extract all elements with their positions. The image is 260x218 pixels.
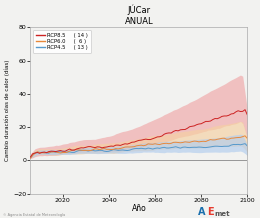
Text: E: E <box>207 207 213 217</box>
Text: A: A <box>198 207 205 217</box>
Title: JÚCar
ANUAL: JÚCar ANUAL <box>125 5 153 26</box>
Y-axis label: Cambio duración olas de calor (días): Cambio duración olas de calor (días) <box>5 60 10 161</box>
X-axis label: Año: Año <box>132 204 146 213</box>
Text: met: met <box>214 211 230 217</box>
Text: © Agencia Estatal de Meteorología: © Agencia Estatal de Meteorología <box>3 213 65 217</box>
Legend: RCP8.5     ( 14 ), RCP6.0     (  6 ), RCP4.5     ( 13 ): RCP8.5 ( 14 ), RCP6.0 ( 6 ), RCP4.5 ( 13… <box>33 30 91 53</box>
